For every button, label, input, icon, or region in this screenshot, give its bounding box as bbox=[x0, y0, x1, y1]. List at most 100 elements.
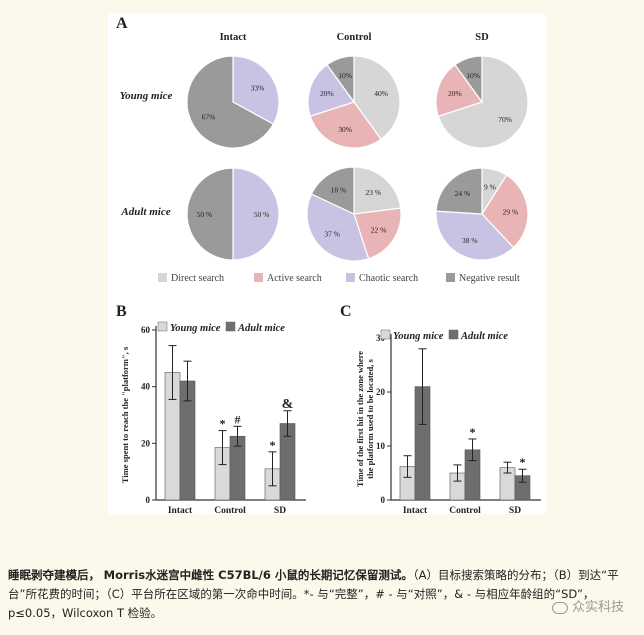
pie-slice bbox=[481, 174, 529, 249]
watermark: 众实科技 bbox=[551, 596, 624, 615]
pie-chart: 70% 20% 10% bbox=[435, 55, 529, 149]
pie-slice-label: 67% bbox=[202, 113, 216, 122]
pie-column-header: Control bbox=[337, 32, 372, 43]
pie-slice-label: 38 % bbox=[462, 236, 478, 245]
legend-label: Adult mice bbox=[460, 331, 508, 342]
panel-label-c: C bbox=[340, 303, 352, 320]
figure-svg: A B C Intact Control SD Young mice Adult mice 33… bbox=[116, 15, 541, 514]
pie-column-header: SD bbox=[475, 32, 489, 43]
watermark-text: 众实科技 bbox=[571, 600, 624, 615]
pie-slice bbox=[353, 166, 402, 215]
legend-swatch bbox=[158, 273, 167, 282]
pie-slice bbox=[435, 210, 515, 261]
pie-slice bbox=[232, 167, 280, 261]
pie-slice bbox=[310, 166, 355, 215]
bar-chart: 0 20 40 60 Time spent to reach the "platform… bbox=[120, 321, 306, 514]
y-axis-label: the platform used to be located, s bbox=[365, 358, 375, 478]
pie-slice-label: 33% bbox=[251, 83, 265, 92]
legend-label: Young mice bbox=[170, 323, 221, 334]
pie-slice bbox=[435, 63, 483, 117]
legend-swatch bbox=[446, 273, 455, 282]
pie-chart: 33% 67% bbox=[186, 55, 280, 149]
pie-chart: 23 % 22 % 37 % 18 % bbox=[306, 166, 402, 262]
pie-row-header: Adult mice bbox=[120, 206, 170, 218]
y-axis-label: Time of the first hit in the zone where bbox=[355, 351, 365, 487]
legend-label: Direct search bbox=[171, 273, 224, 284]
legend-label: Adult mice bbox=[237, 323, 285, 334]
caption-body: （A）目标搜索策略的分布；（B）到达“平台”所花费的时间；（C）平台所在区域的第… bbox=[8, 568, 619, 620]
pie-slice-label: 70% bbox=[498, 115, 512, 124]
caption-lead: 睡眠剥夺建模后， bbox=[8, 568, 100, 582]
pie-slice-label: 37 % bbox=[324, 229, 340, 238]
y-tick-label: 0 bbox=[146, 495, 151, 505]
y-tick-label: 0 bbox=[381, 495, 386, 505]
legend-swatch bbox=[346, 273, 355, 282]
pie-slice-label: 40% bbox=[374, 89, 388, 98]
figure-caption: 睡眠剥夺建模后， Morris水迷宫中雌性 C57BL/6 小鼠的长期记忆保留测… bbox=[8, 566, 636, 623]
y-axis-label: Time spent to reach the "platform", s bbox=[120, 346, 130, 483]
legend-swatch bbox=[254, 273, 263, 282]
pie-slice-label: 29 % bbox=[503, 207, 519, 216]
significance-mark: # bbox=[235, 412, 241, 426]
wechat-icon bbox=[551, 601, 568, 614]
pie-slice bbox=[454, 55, 483, 104]
pie-slice bbox=[437, 55, 529, 149]
figure-panel: A B C Intact Control SD Young mice Adult mice 33… bbox=[108, 14, 546, 514]
y-tick-label: 20 bbox=[141, 438, 151, 448]
pie-chart: 40% 30% 20% 10% bbox=[307, 55, 401, 149]
y-tick-label: 20 bbox=[376, 387, 386, 397]
x-tick-label: Control bbox=[449, 506, 481, 514]
pie-slice-label: 50 % bbox=[197, 210, 213, 219]
legend-label: Negative result bbox=[459, 273, 520, 284]
y-tick-label: 60 bbox=[141, 325, 151, 335]
pie-column-header: Intact bbox=[220, 32, 247, 43]
pie-chart: 50 % 50 % bbox=[186, 167, 280, 261]
significance-mark: * bbox=[470, 425, 476, 439]
panel-label-b: B bbox=[116, 303, 127, 320]
legend-label: Active search bbox=[267, 273, 322, 284]
pie-slice bbox=[186, 167, 234, 261]
pie-slice bbox=[353, 207, 402, 260]
significance-mark: & bbox=[282, 397, 294, 412]
panel-label-a: A bbox=[116, 15, 128, 32]
pie-slice-label: 20% bbox=[320, 89, 334, 98]
pie-slice-label: 20% bbox=[448, 89, 462, 98]
pie-slice-label: 10% bbox=[338, 71, 352, 80]
pie-slice bbox=[309, 101, 382, 149]
pie-slice bbox=[307, 63, 355, 117]
caption-title: Morris水迷宫中雌性 C57BL/6 小鼠的长期记忆保留测试。 bbox=[103, 568, 413, 582]
significance-mark: * bbox=[220, 417, 226, 431]
pie-slice-label: 50 % bbox=[254, 210, 270, 219]
x-tick-label: SD bbox=[509, 506, 521, 514]
significance-mark: * bbox=[520, 455, 526, 469]
pie-chart: 9 % 29 % 38 % 24 % bbox=[435, 167, 529, 261]
legend-swatch bbox=[157, 321, 168, 332]
pie-slice bbox=[326, 55, 355, 104]
pie-slice bbox=[186, 55, 275, 149]
significance-mark: * bbox=[270, 438, 276, 452]
legend-swatch bbox=[380, 329, 391, 340]
legend-label: Young mice bbox=[393, 331, 444, 342]
legend-label: Chaotic search bbox=[359, 273, 418, 284]
pie-slice bbox=[353, 55, 401, 141]
pie-slice bbox=[232, 55, 280, 125]
pie-slice-label: 30% bbox=[338, 125, 352, 134]
pie-slice-label: 23 % bbox=[365, 188, 381, 197]
pie-slice-label: 24 % bbox=[455, 189, 471, 198]
legend-swatch bbox=[448, 329, 459, 340]
pie-slice-label: 9 % bbox=[484, 183, 496, 192]
y-tick-label: 40 bbox=[141, 382, 151, 392]
pie-slice bbox=[435, 167, 483, 215]
legend-swatch bbox=[225, 321, 236, 332]
pie-slice-label: 18 % bbox=[331, 185, 347, 194]
x-tick-label: SD bbox=[274, 506, 286, 514]
pie-slice-label: 22 % bbox=[371, 226, 387, 235]
pie-row-header: Young mice bbox=[120, 90, 173, 102]
x-tick-label: Control bbox=[214, 506, 246, 514]
pie-slice bbox=[306, 193, 370, 262]
x-tick-label: Intact bbox=[403, 506, 428, 514]
x-tick-label: Intact bbox=[168, 506, 193, 514]
y-tick-label: 10 bbox=[376, 441, 386, 451]
pie-slice-label: 10% bbox=[466, 71, 480, 80]
